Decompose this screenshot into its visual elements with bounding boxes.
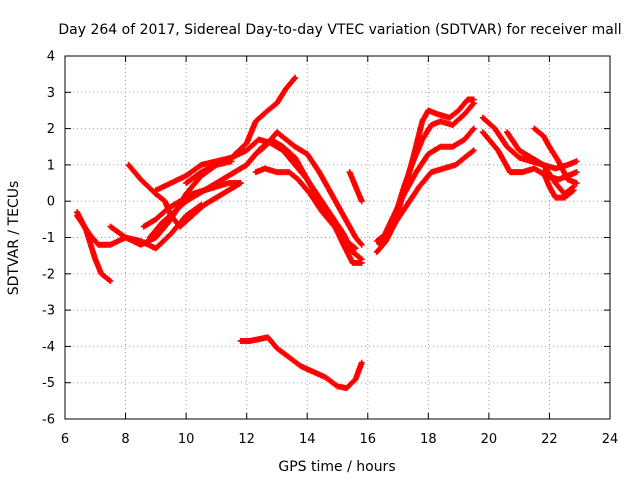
- plot-frame: [64, 55, 611, 420]
- series-track-15: [376, 125, 477, 248]
- x-tick-label: 14: [299, 432, 316, 447]
- y-tick-label: -1: [42, 231, 55, 246]
- y-tick-label: 0: [47, 195, 55, 210]
- data-point-marker: [573, 158, 580, 165]
- y-tick-label: 2: [47, 122, 55, 137]
- series-track-19: [504, 129, 577, 197]
- x-tick-label: 16: [360, 432, 377, 447]
- data-point-marker: [358, 198, 365, 205]
- data-point-marker: [358, 256, 365, 263]
- x-tick-label: 20: [481, 432, 498, 447]
- data-point-marker: [470, 147, 477, 154]
- series-track-4: [125, 161, 244, 230]
- y-tick-label: -3: [42, 304, 55, 319]
- x-tick-label: 18: [420, 432, 437, 447]
- series-track-12: [237, 334, 365, 392]
- data-point-marker: [292, 74, 299, 81]
- series-track-20: [531, 125, 580, 187]
- data-point-marker: [107, 278, 114, 285]
- series-track-10: [252, 165, 359, 252]
- series-track-11: [346, 169, 365, 205]
- data-point-marker: [570, 187, 577, 194]
- y-axis-label: SDTVAR / TECUs: [6, 181, 22, 296]
- x-tick-labels: 6 8 10 12 14 16 18 20 22 24: [61, 432, 618, 447]
- data-point-marker: [358, 241, 365, 248]
- x-tick-label: 22: [541, 432, 558, 447]
- x-tick-label: 24: [602, 432, 619, 447]
- x-tick-label: 10: [178, 432, 195, 447]
- data-point-marker: [470, 100, 477, 107]
- data-point-marker: [237, 180, 244, 187]
- y-tick-label: 3: [47, 86, 55, 101]
- y-tick-label: -6: [42, 413, 55, 428]
- series-track-9: [243, 129, 365, 248]
- y-tick-label: 4: [47, 50, 55, 65]
- data-point-marker: [470, 125, 477, 132]
- data-series: [74, 74, 580, 392]
- data-point-marker: [573, 169, 580, 176]
- y-tick-label: 1: [47, 158, 55, 173]
- series-track-21: [540, 169, 577, 201]
- y-tick-label: -5: [42, 376, 55, 391]
- x-axis-label: GPS time / hours: [278, 459, 395, 475]
- y-tick-label: -2: [42, 267, 55, 282]
- data-point-marker: [573, 180, 580, 187]
- x-tick-label: 8: [121, 432, 129, 447]
- series-track-16: [379, 147, 477, 245]
- y-tick-label: -4: [42, 340, 55, 355]
- chart-title: Day 264 of 2017, Sidereal Day-to-day VTE…: [58, 22, 621, 38]
- x-tick-label: 12: [238, 432, 255, 447]
- y-tick-labels: -6 -5 -4 -3 -2 -1 0 1 2 3 4: [42, 50, 55, 428]
- data-point-marker: [358, 359, 365, 366]
- data-point-marker: [352, 245, 359, 252]
- x-tick-label: 6: [61, 432, 69, 447]
